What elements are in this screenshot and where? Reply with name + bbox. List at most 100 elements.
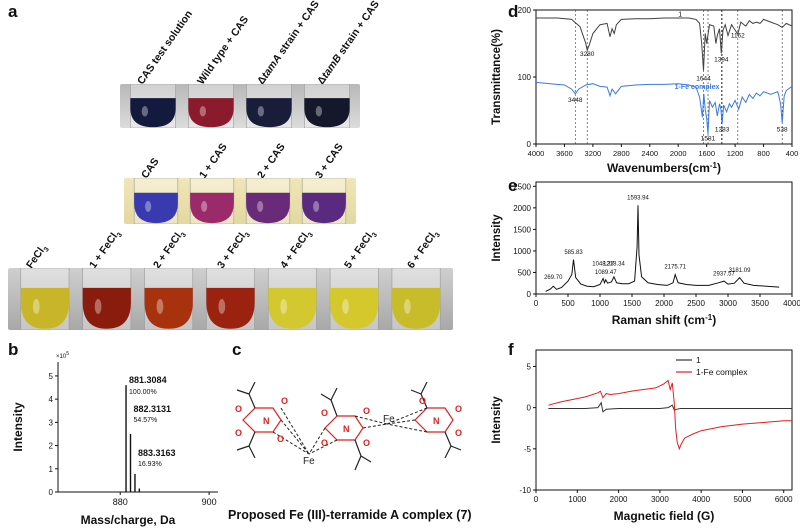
y-tick-label: 3: [49, 418, 54, 427]
tube-solution: [190, 192, 234, 224]
tube-solution: [144, 287, 193, 329]
peak-mz-label: 881.3084: [129, 375, 167, 385]
ir-peak-label: 3448: [568, 97, 583, 104]
x-tick-label: 2000: [655, 299, 673, 308]
oxygen-atom: O: [281, 396, 288, 406]
x-axis-label-sup: -1: [705, 313, 713, 322]
raman-peak-label: 3181.09: [729, 268, 751, 274]
ir-peak-label: 1383: [715, 126, 730, 133]
x-tick-label: 2000: [610, 495, 628, 504]
raman-peak-label: 1048.37: [592, 261, 614, 267]
plot-frame: [535, 9, 793, 145]
chart-f: -10 -5 0 5 0 1000 2000 3000 4000 5000 6000 1 1-Fe co…: [491, 349, 793, 523]
chart-d: 0 100 200 4000 3600 3200 2800 2400 2000 1600 1200 8…: [491, 6, 798, 175]
raman-peak-label: 269.70: [544, 275, 563, 281]
epr-line: [548, 379, 792, 451]
x-tick-label: 1000: [568, 495, 586, 504]
ir-peak-label: 1394: [714, 57, 729, 64]
x-tick-label: 2500: [687, 299, 705, 308]
oxygen-atom: O: [235, 428, 242, 438]
ir-peak-label: 1581: [701, 136, 716, 143]
tube-solution: [20, 287, 70, 329]
y-tick-label: 1000: [513, 247, 531, 256]
y-tick-label: 100: [518, 73, 532, 82]
ir-peak-label: 1162: [731, 32, 745, 39]
x-tick-label: 6000: [775, 495, 793, 504]
peak-pct-label: 54.57%: [134, 417, 158, 424]
peak-mz-label: 882.3131: [134, 404, 172, 414]
tube-solution: [188, 98, 234, 128]
x-tick-label: 3200: [585, 149, 602, 158]
x-tick-label: 880: [113, 497, 128, 507]
x-tick-label: 3500: [751, 299, 769, 308]
x-tick-label: 5000: [734, 495, 752, 504]
tube-label: 1 + CAS: [196, 141, 230, 181]
y-tick-label: 5: [527, 362, 532, 371]
y-tick-label: 200: [518, 6, 532, 15]
tube-label: 6 + FeCl3: [405, 230, 443, 271]
y-tick-label: -5: [524, 445, 532, 454]
x-axis-label: Mass/charge, Da: [81, 513, 176, 527]
oxygen-atom: O: [455, 428, 462, 438]
x-tick-label: 0: [534, 299, 539, 308]
tube-solution: [130, 98, 176, 128]
x-tick-label: 4000: [528, 149, 545, 158]
tube-solution: [134, 192, 178, 224]
peak-pct-label: 100.00%: [129, 389, 157, 396]
tube-label: 3 + CAS: [312, 141, 346, 181]
tube-highlight: [342, 299, 349, 314]
tube-label: 1 + FeCl3: [87, 230, 125, 271]
nitrogen-atom: N: [433, 416, 440, 426]
x-axis-label-sup: -1: [710, 161, 718, 170]
peak-pct-label: 16.93%: [138, 461, 162, 468]
structure-caption: Proposed Fe (III)-terramide A complex (7…: [228, 508, 472, 522]
tube-solution: [391, 287, 441, 329]
fe-atom-left: Fe: [303, 456, 315, 467]
nitrogen-atom: N: [263, 416, 270, 426]
tube-highlight: [280, 299, 288, 314]
chart-b: 0 1 2 3 4 5 880 900 ×105 881.3084 100.00% 882.3131 5…: [11, 351, 218, 527]
x-axis-label: Magnetic field (G): [614, 509, 715, 523]
y-tick-label: 1: [49, 465, 54, 474]
series-line: [536, 17, 793, 71]
y-tick-label: 2: [49, 442, 54, 451]
chart-e: 0 500 1000 1500 2000 2500 0 500 1000 1500 2000 2500…: [491, 181, 800, 327]
panel-label-e: e: [508, 176, 518, 195]
tube-label: ΔtamA strain + CAS: [255, 0, 322, 87]
y-tick-label: 2500: [513, 182, 531, 191]
photo-row3: [8, 268, 453, 330]
tube-highlight: [94, 299, 102, 314]
y-tick-label: 500: [518, 268, 532, 277]
tube-label: 5 + FeCl3: [341, 230, 379, 271]
x-axis-label: Wavenumbers(cm-1): [607, 161, 721, 175]
oxygen-atom: O: [363, 406, 370, 416]
x-tick-label: 3600: [556, 149, 573, 158]
series-line: [535, 81, 793, 134]
oxygen-atom: O: [321, 438, 328, 448]
tube-label: CAS test solution: [135, 8, 196, 87]
tube-label: 2 + FeCl3: [151, 230, 189, 271]
legend-label: 1-Fe complex: [696, 367, 748, 377]
raman-peak-label: 2175.71: [664, 265, 686, 271]
y-tick-label: 0: [527, 140, 532, 149]
nitrogen-atom: N: [343, 424, 350, 434]
ir-peak-label: 3280: [580, 51, 595, 58]
tube-highlight: [315, 106, 323, 117]
raman-peak-label: 1089.47: [595, 270, 617, 276]
series-label-1: 1: [678, 12, 682, 19]
y-tick-label: 5: [49, 372, 54, 381]
oxygen-atom: O: [277, 434, 284, 444]
tube-label: ΔtamB strain + CAS: [315, 0, 382, 87]
panel-label-f: f: [508, 340, 514, 359]
series-label-1-fe: 1-Fe complex: [675, 84, 720, 91]
ir-peak-label: 538: [777, 126, 788, 133]
tube-solution: [330, 287, 379, 329]
fe-atom-right: Fe: [383, 414, 395, 425]
y-axis-label: Transmittance(%): [491, 29, 503, 125]
y-axis-label: Intensity: [491, 214, 503, 262]
tube-highlight: [218, 299, 226, 314]
tube-solution: [246, 192, 290, 224]
raman-peak-label: 1218.34: [603, 261, 625, 267]
tube-solution: [206, 287, 255, 329]
x-axis-label-end: ): [712, 313, 716, 327]
